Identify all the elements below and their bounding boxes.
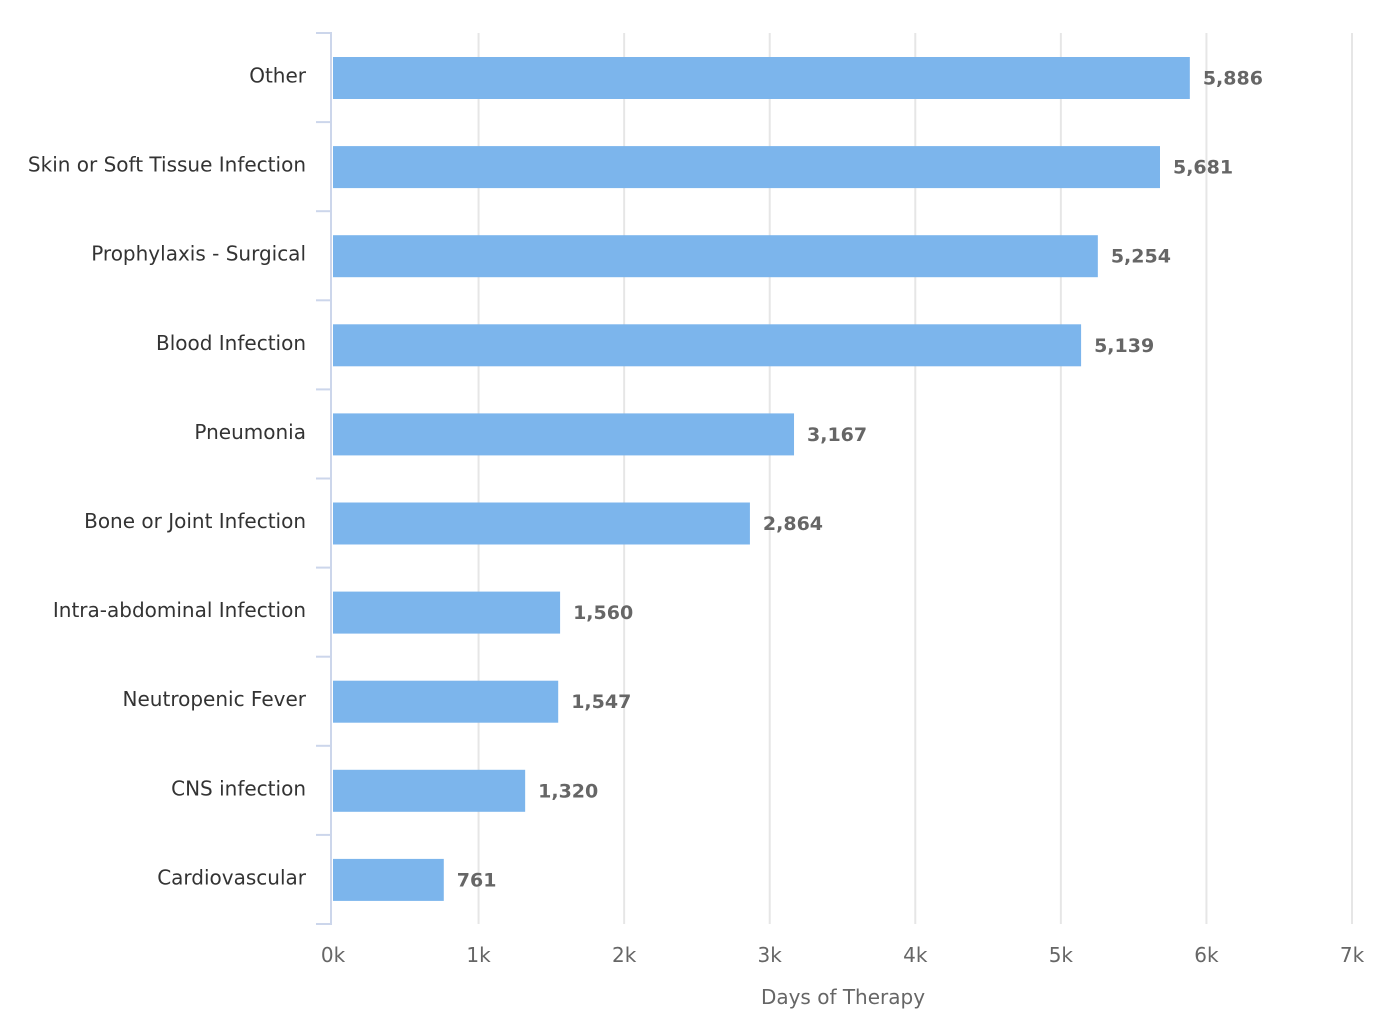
category-label: Intra-abdominal Infection bbox=[53, 598, 306, 622]
bar bbox=[333, 769, 526, 812]
category-label: Neutropenic Fever bbox=[123, 687, 307, 711]
data-label: 761 bbox=[457, 869, 497, 891]
x-tick-label: 5k bbox=[1049, 943, 1074, 967]
data-label: 5,886 bbox=[1203, 68, 1263, 90]
bar bbox=[333, 413, 795, 456]
data-label: 5,139 bbox=[1094, 335, 1154, 357]
bar bbox=[333, 680, 559, 723]
bar bbox=[333, 146, 1160, 189]
category-label: Prophylaxis - Surgical bbox=[91, 242, 306, 266]
category-label: Bone or Joint Infection bbox=[84, 509, 306, 533]
data-label: 1,547 bbox=[571, 691, 631, 713]
category-label: Other bbox=[249, 64, 307, 88]
category-label: CNS infection bbox=[171, 776, 306, 800]
data-label: 5,681 bbox=[1173, 157, 1233, 179]
data-label: 1,560 bbox=[573, 602, 633, 624]
bar bbox=[333, 858, 444, 901]
bar bbox=[333, 57, 1190, 99]
data-label: 1,320 bbox=[538, 780, 598, 802]
x-tick-label: 0k bbox=[321, 943, 346, 967]
x-tick-label: 7k bbox=[1340, 943, 1365, 967]
x-tick-label: 4k bbox=[903, 943, 928, 967]
bar bbox=[333, 591, 561, 634]
bar bbox=[333, 502, 750, 545]
bar bbox=[333, 235, 1098, 278]
x-tick-label: 1k bbox=[466, 943, 491, 967]
category-label: Pneumonia bbox=[194, 420, 306, 444]
data-label: 5,254 bbox=[1111, 246, 1171, 268]
category-label: Skin or Soft Tissue Infection bbox=[28, 153, 306, 177]
data-label: 3,167 bbox=[807, 424, 867, 446]
x-axis-title: Days of Therapy bbox=[761, 985, 925, 1009]
category-label: Cardiovascular bbox=[157, 865, 307, 889]
data-label: 2,864 bbox=[763, 513, 823, 535]
x-tick-label: 6k bbox=[1194, 943, 1219, 967]
category-label: Blood Infection bbox=[156, 331, 306, 355]
x-tick-label: 2k bbox=[612, 943, 637, 967]
bar bbox=[333, 324, 1082, 367]
x-tick-label: 3k bbox=[758, 943, 783, 967]
